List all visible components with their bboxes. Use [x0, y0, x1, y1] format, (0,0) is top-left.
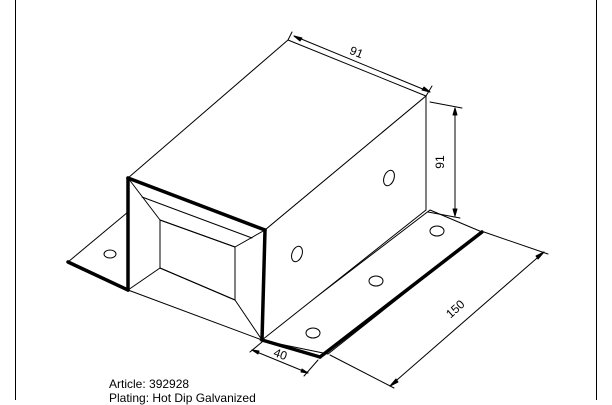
plating-label: Plating: — [109, 391, 150, 405]
article-number: 392928 — [149, 377, 190, 391]
hole-side-upper — [383, 169, 395, 187]
box-opening — [127, 177, 266, 341]
right-border-line — [596, 0, 597, 400]
left-border-line — [15, 0, 16, 400]
dimension-flange-width: 40 — [272, 345, 290, 363]
dimension-top-width: 91 — [348, 43, 366, 61]
base-plate — [66, 209, 484, 359]
dimension-length: 150 — [443, 297, 467, 321]
hole-right-flange-bottom — [305, 327, 321, 339]
article-line: Article: 392928 — [109, 377, 189, 391]
plating-value: Hot Dip Galvanized — [152, 391, 256, 405]
hole-right-flange-mid — [368, 275, 384, 287]
hole-left-flange — [103, 249, 117, 259]
hole-right-flange-top — [429, 225, 445, 237]
dimension-height: 91 — [433, 155, 447, 169]
dimension-lines — [249, 31, 549, 389]
plating-line: Plating: Hot Dip Galvanized — [109, 391, 256, 405]
article-label: Article: — [109, 377, 146, 391]
hole-side-lower — [291, 245, 303, 263]
mounting-holes — [103, 169, 445, 339]
